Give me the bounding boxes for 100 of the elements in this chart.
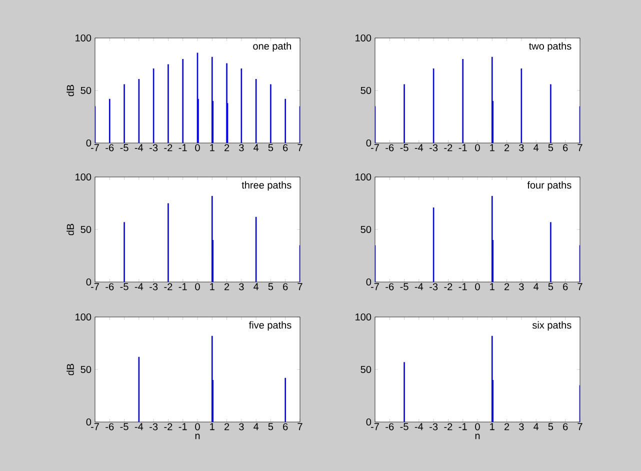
x-tick-label: 3: [239, 144, 244, 152]
x-tick-label: 5: [268, 423, 274, 430]
x-tick-label: -5: [120, 144, 128, 152]
x-tick-label: 1: [210, 423, 214, 430]
x-tick-label: 0: [195, 144, 200, 152]
y-axis-title: dB: [66, 224, 74, 236]
x-tick-label: 5: [268, 144, 274, 152]
x-tick-label: -6: [386, 144, 394, 152]
x-tick-label: -3: [430, 144, 438, 152]
x-tick-label: 4: [254, 144, 259, 152]
annotation: six paths: [532, 321, 572, 331]
x-tick-label: -5: [120, 283, 128, 290]
x-tick-label: 4: [254, 423, 259, 430]
x-tick-label: 5: [268, 283, 274, 290]
x-tick-label: -6: [106, 144, 114, 152]
x-tick-label: 5: [548, 283, 554, 290]
x-tick-label: -4: [134, 144, 144, 152]
x-tick-label: 1: [210, 283, 214, 290]
x-tick-label: -1: [178, 144, 187, 152]
x-tick-label: 7: [298, 144, 302, 152]
x-tick-label: 6: [283, 423, 288, 430]
x-tick-label: 0: [195, 423, 200, 430]
x-tick-label: 7: [298, 283, 302, 290]
y-tick-label: 50: [80, 366, 92, 374]
y-tick-label: 100: [356, 173, 372, 181]
x-tick-label: 0: [475, 423, 480, 430]
x-tick-label: -3: [430, 423, 438, 430]
x-tick-label: -6: [106, 423, 114, 430]
x-tick-label: -4: [134, 423, 144, 430]
x-tick-label: -1: [458, 283, 467, 290]
x-tick-label: 2: [224, 144, 230, 152]
x-tick-label: 6: [563, 423, 568, 430]
x-tick-label: 7: [578, 283, 582, 290]
x-tick-label: 1: [490, 423, 494, 430]
x-tick-label: -1: [178, 283, 187, 290]
y-tick-label: 50: [360, 366, 372, 374]
x-tick-label: -5: [400, 423, 408, 430]
x-tick-label: -4: [134, 283, 144, 290]
x-tick-label: 4: [534, 283, 539, 290]
x-tick-label: 7: [578, 423, 582, 430]
x-tick-label: 6: [563, 144, 568, 152]
y-axis-title: dB: [66, 364, 74, 376]
x-tick-label: -4: [414, 423, 424, 430]
x-tick-label: 4: [534, 144, 539, 152]
x-tick-label: 2: [224, 423, 230, 430]
annotation: five paths: [248, 321, 292, 331]
x-tick-label: 1: [490, 283, 494, 290]
x-tick-label: 5: [548, 144, 554, 152]
x-tick-label: 5: [548, 423, 554, 430]
x-tick-label: -7: [91, 423, 99, 430]
x-tick-label: -6: [106, 283, 114, 290]
x-tick-label: 3: [519, 144, 524, 152]
x-tick-label: -2: [164, 283, 172, 290]
x-tick-label: -7: [370, 144, 379, 152]
x-tick-label: -7: [91, 144, 99, 152]
x-tick-label: -6: [386, 423, 394, 430]
x-tick-label: -6: [386, 283, 394, 290]
x-tick-label: 7: [298, 423, 302, 430]
y-tick-label: 100: [76, 173, 92, 181]
y-tick-label: 100: [76, 34, 92, 42]
x-tick-label: -5: [400, 144, 408, 152]
y-tick-label: 50: [360, 226, 372, 234]
x-tick-label: -3: [150, 144, 158, 152]
y-tick-label: 100: [356, 313, 372, 321]
y-tick-label: 50: [360, 86, 372, 94]
x-tick-label: 6: [283, 144, 288, 152]
x-tick-label: -1: [458, 423, 467, 430]
x-tick-label: 3: [519, 283, 524, 290]
x-tick-label: -2: [444, 283, 452, 290]
x-tick-label: -3: [430, 283, 438, 290]
x-tick-label: 7: [578, 144, 582, 152]
x-tick-label: -2: [164, 423, 172, 430]
annotation: three paths: [242, 181, 292, 191]
x-axis-title: n: [475, 434, 480, 440]
annotation: one path: [253, 42, 291, 52]
x-tick-label: 6: [563, 283, 568, 290]
x-tick-label: -1: [458, 144, 467, 152]
x-tick-label: -3: [150, 283, 158, 290]
y-tick-label: 100: [356, 34, 372, 42]
annotation: four paths: [527, 181, 572, 191]
x-tick-label: 2: [224, 283, 230, 290]
x-tick-label: -2: [164, 144, 172, 152]
x-axis-title: n: [195, 434, 200, 440]
annotation: two paths: [528, 42, 572, 52]
x-tick-label: 3: [239, 283, 244, 290]
x-tick-label: -4: [414, 283, 424, 290]
x-tick-label: 4: [534, 423, 539, 430]
x-tick-label: 1: [210, 144, 214, 152]
x-tick-label: 1: [490, 144, 494, 152]
x-tick-label: 3: [519, 423, 524, 430]
x-tick-label: 4: [254, 283, 259, 290]
x-tick-label: -7: [370, 423, 379, 430]
x-tick-label: 0: [475, 283, 480, 290]
x-tick-label: -5: [400, 283, 408, 290]
x-tick-label: 0: [195, 283, 200, 290]
x-tick-label: 2: [504, 144, 510, 152]
x-tick-label: -1: [178, 423, 187, 430]
x-tick-label: 2: [504, 423, 510, 430]
x-tick-label: 2: [504, 283, 510, 290]
y-axis-title: dB: [66, 84, 74, 96]
